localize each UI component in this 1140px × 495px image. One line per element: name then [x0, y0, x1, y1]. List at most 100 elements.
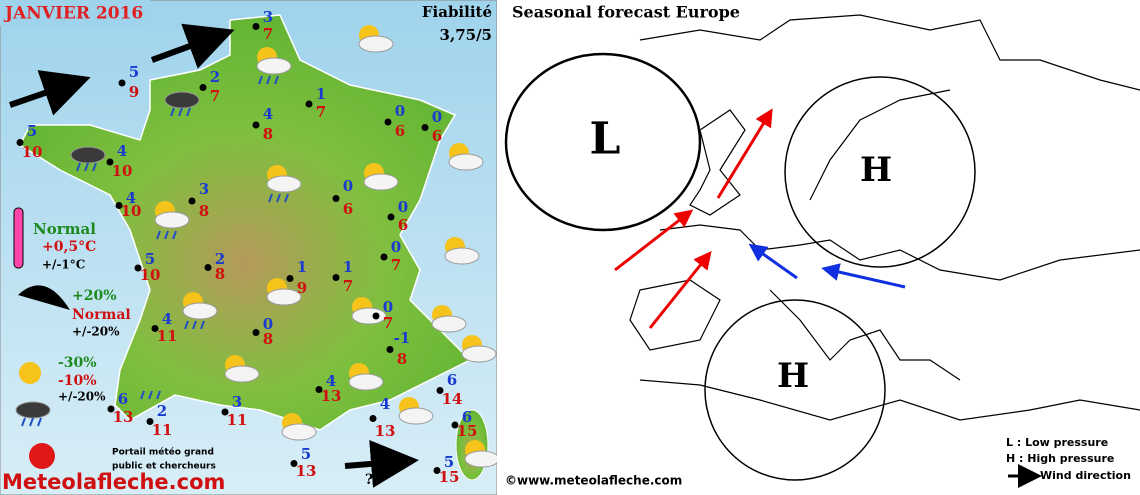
city-dot — [451, 421, 459, 429]
rain — [21, 417, 42, 427]
city-dot — [369, 415, 377, 422]
max-temp: 9 — [297, 279, 307, 297]
city-dot — [204, 264, 212, 271]
rain — [258, 75, 279, 85]
city-dot — [146, 418, 154, 425]
high-pressure — [784, 76, 976, 268]
city-dot — [252, 329, 260, 336]
city-dot — [332, 195, 340, 202]
max-temp: 6 — [398, 216, 408, 234]
max-temp: 9 — [129, 83, 139, 101]
wind-arrow — [614, 209, 694, 272]
cloud — [358, 35, 394, 53]
wind-unknown: ? — [365, 472, 373, 488]
min-temp: 6 — [447, 371, 457, 389]
logo-dot — [29, 443, 55, 469]
min-temp: 5 — [301, 445, 311, 463]
wind-arrow — [716, 108, 773, 199]
max-temp: 8 — [263, 125, 273, 143]
city-dot — [252, 121, 260, 129]
min-temp: 4 — [326, 372, 336, 390]
min-temp: 0 — [432, 108, 442, 126]
legend-sun-trend: -30% — [58, 355, 97, 371]
europe-panel: Seasonal forecast Europe L H H L : Low p… — [497, 0, 1140, 495]
title: JANVIER 2016 — [3, 4, 143, 24]
title-bg — [0, 0, 150, 26]
legend-low: L : Low pressure — [1006, 436, 1108, 449]
legend-temp-range: +/-1°C — [42, 258, 85, 272]
high-label: H — [777, 356, 809, 396]
wind-arrow — [9, 70, 91, 116]
legend-sun-value: -10% — [58, 373, 97, 389]
legend-high: H : High pressure — [1006, 452, 1114, 465]
city-dot — [252, 23, 260, 30]
city-dot — [151, 325, 159, 332]
max-temp: 14 — [442, 390, 463, 408]
city-dot — [372, 312, 380, 320]
cloud — [266, 288, 302, 306]
max-temp: 13 — [296, 462, 317, 480]
cloud — [15, 401, 51, 419]
high-pressure — [704, 299, 886, 481]
cloud — [154, 211, 190, 229]
max-temp: 7 — [391, 256, 401, 274]
city-dot — [199, 84, 207, 91]
rain — [76, 162, 97, 172]
city-dot — [16, 139, 24, 146]
city-dot — [315, 386, 323, 393]
min-temp: 1 — [297, 258, 307, 276]
city-dot — [305, 100, 313, 108]
min-temp: 4 — [380, 395, 390, 413]
max-temp: 10 — [140, 266, 161, 284]
cloud — [464, 450, 500, 468]
min-temp: 4 — [126, 189, 136, 207]
min-temp: -1 — [394, 329, 411, 347]
max-temp: 11 — [157, 327, 178, 345]
max-temp: 8 — [263, 330, 273, 348]
max-temp: 7 — [316, 103, 326, 121]
city-dot — [115, 202, 123, 209]
min-temp: 3 — [199, 180, 209, 198]
city-dot — [118, 79, 126, 87]
max-temp: 13 — [321, 387, 342, 405]
max-temp: 15 — [457, 422, 478, 440]
city-dot — [221, 408, 229, 416]
cloud — [266, 175, 302, 193]
legend-rain-range: +/-20% — [72, 325, 120, 339]
city-dot — [107, 405, 115, 413]
cloud — [348, 373, 384, 391]
thermometer — [13, 207, 24, 269]
min-temp: 0 — [391, 238, 401, 256]
legend-rain-trend: +20% — [72, 288, 117, 304]
legend-rain-value: Normal — [72, 307, 131, 323]
max-temp: 7 — [210, 87, 220, 105]
reliability: 3,75/5 — [440, 26, 492, 44]
max-temp: 10 — [121, 202, 142, 220]
warm-flow — [614, 108, 773, 329]
min-temp: 5 — [145, 250, 155, 268]
city-dot — [290, 460, 298, 467]
min-temp: 4 — [162, 310, 172, 328]
min-temp: 3 — [232, 393, 242, 411]
rain — [156, 230, 177, 240]
umbrella — [18, 285, 70, 310]
max-temp: 15 — [439, 468, 460, 486]
max-temp: 10 — [112, 162, 133, 180]
cloud — [363, 173, 399, 191]
rain — [170, 107, 191, 117]
city-dot — [286, 275, 294, 282]
coastline — [629, 14, 1140, 421]
min-temp: 0 — [343, 177, 353, 195]
max-temp: 13 — [113, 408, 134, 426]
min-temp: 1 — [343, 258, 353, 276]
min-temp: 0 — [398, 198, 408, 216]
low-pressure — [504, 52, 702, 232]
city-dot — [436, 387, 444, 394]
cloud — [461, 345, 497, 363]
cloud — [448, 153, 484, 171]
cloud — [70, 146, 106, 164]
reliability-label: Fiabilité — [422, 3, 492, 21]
cold-flow — [748, 243, 906, 289]
